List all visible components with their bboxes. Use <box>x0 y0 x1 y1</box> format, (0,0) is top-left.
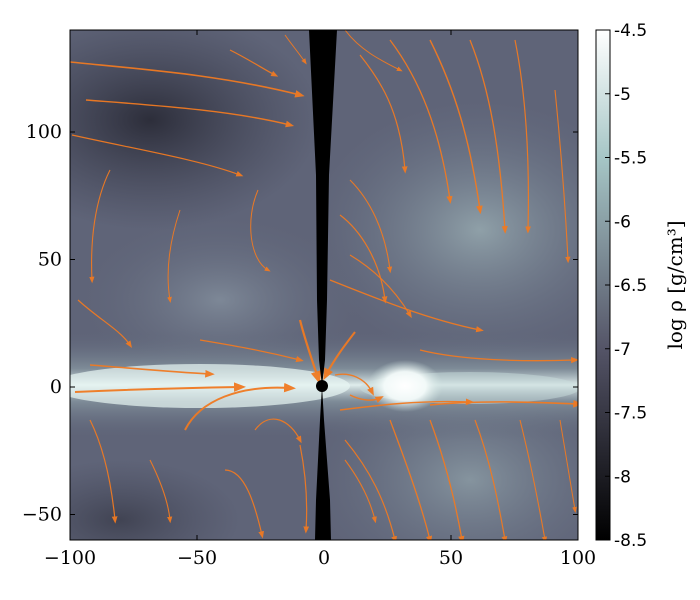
colorbar-tick-label: -8 <box>614 467 631 487</box>
streamline <box>334 373 374 396</box>
disk-core <box>70 364 350 408</box>
x-axis-ticks: −100 −50 0 50 100 <box>44 30 596 569</box>
colorbar-label: log ρ [g/cm³] <box>663 220 687 349</box>
y-axis-ticks: −50 0 50 100 <box>22 121 578 526</box>
colorbar-tick-label: -4.5 <box>614 21 647 41</box>
streamline <box>85 99 295 128</box>
x-tick-label: 100 <box>560 547 596 569</box>
colorbar-tick-label: -6 <box>614 212 631 232</box>
streamline <box>469 39 508 234</box>
velocity-streamlines <box>70 30 578 540</box>
colorbar-tick-label: -7 <box>614 340 631 360</box>
streamline <box>89 169 111 284</box>
colorbar-tick-label: -8.5 <box>614 531 647 551</box>
streamline <box>70 61 305 98</box>
streamline <box>359 54 408 174</box>
polar-funnel-top <box>309 30 337 386</box>
colorbar-tick-label: -7.5 <box>614 404 647 424</box>
upper-left-dark-region <box>70 30 320 230</box>
streamline <box>339 398 475 411</box>
colorbar-tick-label: -5 <box>614 85 631 105</box>
streamline <box>284 34 307 65</box>
x-tick-label: 50 <box>439 547 463 569</box>
colorbar-tick-label: -5.5 <box>614 149 647 169</box>
streamline <box>344 459 377 524</box>
density-map <box>70 30 578 540</box>
streamline <box>429 39 483 215</box>
central-object <box>316 380 328 392</box>
streamline <box>329 279 484 333</box>
streamline <box>299 444 310 534</box>
streamline <box>89 419 118 524</box>
streamline <box>224 469 264 539</box>
streamline <box>71 134 244 177</box>
streamline <box>389 39 453 204</box>
y-tick-label: 50 <box>38 249 62 271</box>
streamline <box>429 419 465 540</box>
streamline <box>554 89 571 264</box>
streamline <box>389 419 433 540</box>
streamline <box>229 49 279 77</box>
x-tick-label: 0 <box>318 547 330 569</box>
bright-blob <box>367 360 443 412</box>
streamline <box>74 382 246 393</box>
streamline <box>474 419 508 540</box>
streamline <box>519 419 548 540</box>
streamline <box>349 179 393 274</box>
streamline <box>323 331 356 381</box>
streamline <box>77 299 132 348</box>
streamline <box>89 364 215 378</box>
x-tick-label: −50 <box>177 547 217 569</box>
streamline <box>250 189 271 272</box>
streamline <box>429 399 578 408</box>
colorbar-tick-label: -6.5 <box>614 276 647 296</box>
streamline <box>344 30 403 72</box>
polar-funnel-bottom <box>315 386 331 540</box>
x-tick-label: −100 <box>44 547 96 569</box>
colorbar-ticks: -4.5 -5 -5.5 -6 -6.5 -7 -7.5 -8 -8.5 <box>605 21 647 551</box>
streamline <box>349 254 412 319</box>
streamline <box>199 339 304 363</box>
y-tick-label: 100 <box>26 121 62 143</box>
y-tick-label: 0 <box>50 376 62 398</box>
streamline <box>149 459 173 524</box>
streamline <box>419 349 578 364</box>
streamline <box>167 209 181 303</box>
right-upper-lobe <box>310 100 578 360</box>
streamline <box>349 394 384 403</box>
streamline <box>339 214 388 304</box>
y-tick-label: −50 <box>22 504 62 526</box>
streamline <box>184 382 296 431</box>
streamline <box>514 39 531 234</box>
streamline <box>298 319 321 385</box>
streamline <box>559 419 577 513</box>
streamline <box>344 439 397 540</box>
streamline <box>254 418 302 444</box>
